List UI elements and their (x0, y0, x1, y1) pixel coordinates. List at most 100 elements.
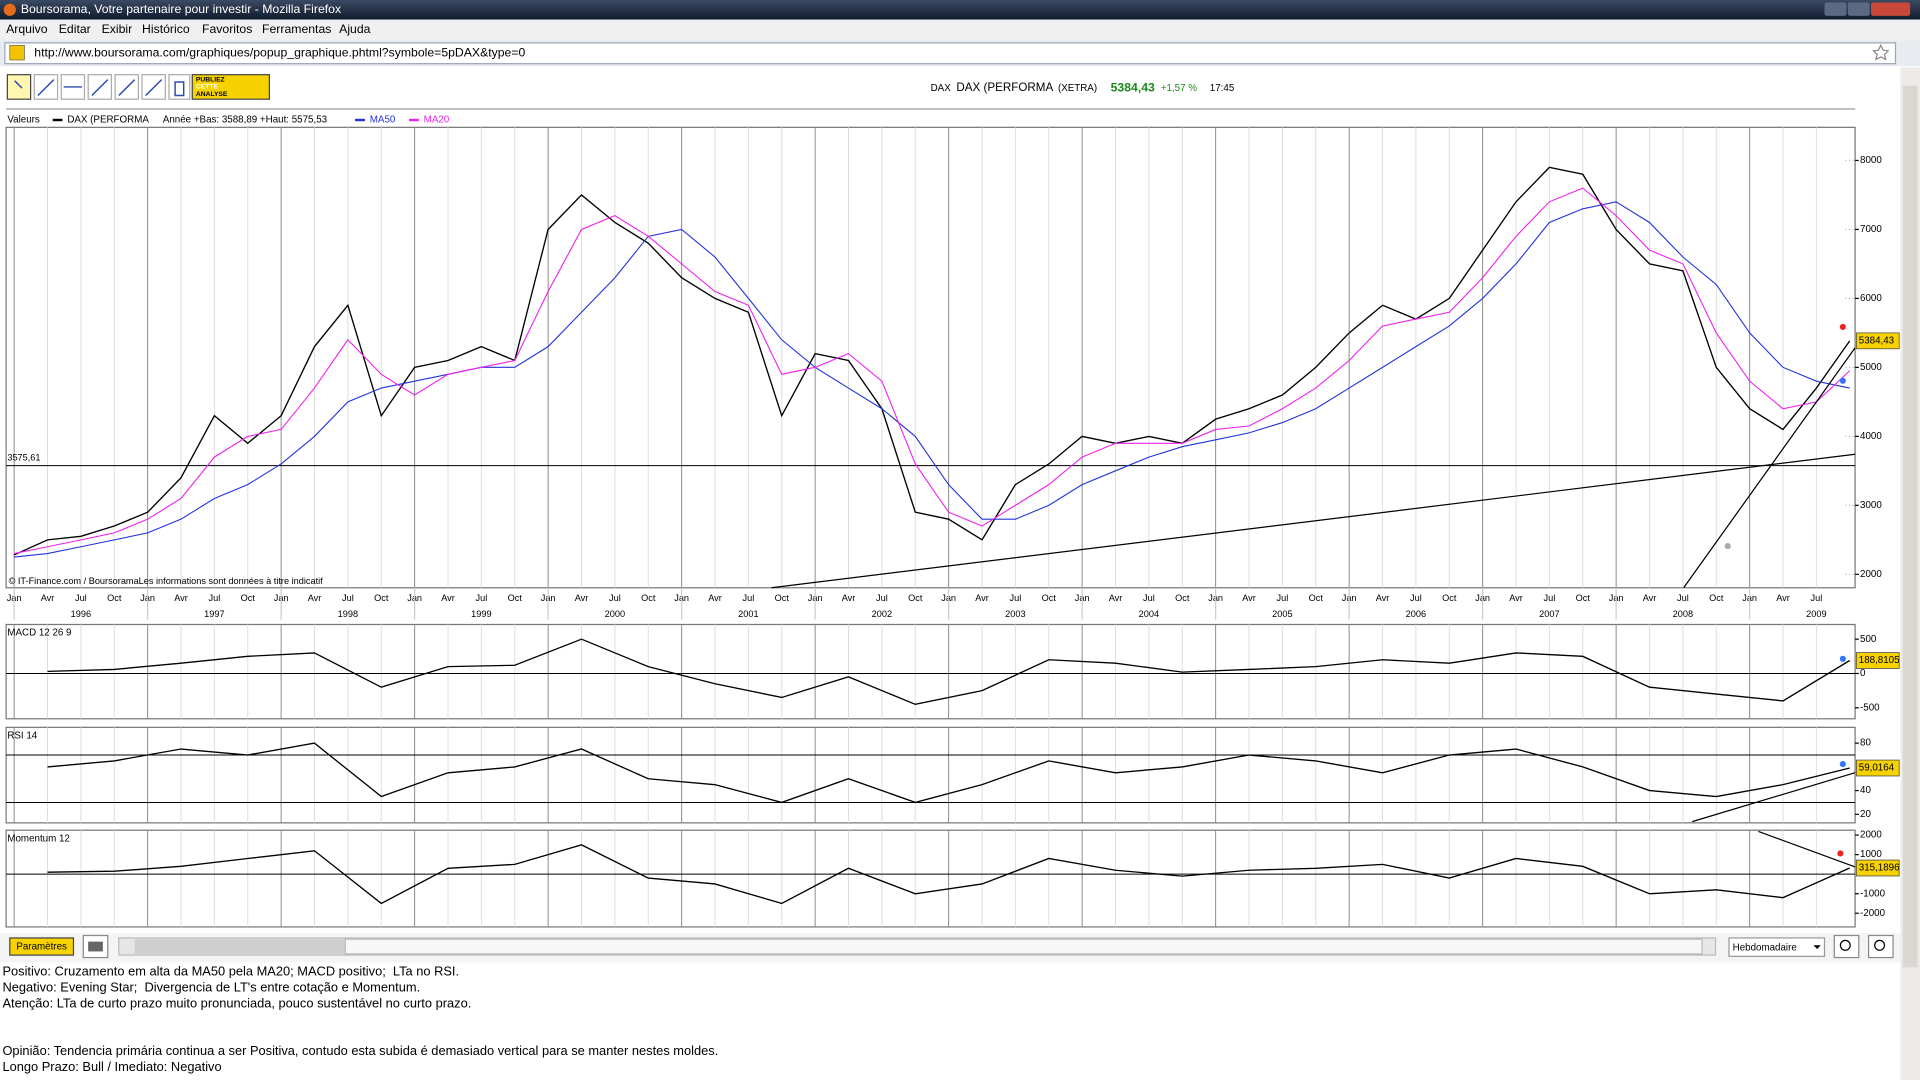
app-icon (3, 3, 16, 16)
period-text[interactable]: Hebdomadaire (1733, 942, 1797, 953)
note-line: Atenção: LTa de curto prazo muito pronun… (2, 995, 471, 1010)
quote-time: 17:45 (1210, 83, 1235, 94)
series-line (13, 166, 1851, 556)
tool-zoom[interactable] (6, 74, 32, 100)
y-tick-label: 80 (1860, 738, 1871, 749)
tool-delete[interactable] (168, 74, 191, 100)
support-label: 3575,61 (7, 453, 40, 463)
menu-item[interactable]: Editar (59, 22, 91, 36)
zoom-glyph (1839, 939, 1851, 951)
y-tick-label: -500 (1860, 702, 1880, 713)
menu-item[interactable]: Favoritos (202, 22, 252, 36)
x-tick-label: Oct (908, 593, 923, 603)
signal-dot (1839, 655, 1846, 662)
source-note: © IT-Finance.com / BoursoramaLes informa… (9, 576, 324, 586)
x-tick-label: Avr (1509, 593, 1523, 603)
zoom-out-button[interactable] (1833, 934, 1860, 959)
y-tick-label: 6000 (1860, 293, 1882, 304)
x-tick-label: Oct (775, 593, 790, 603)
url-text[interactable]: http://www.boursorama.com/graphiques/pop… (34, 45, 525, 59)
x-tick-label: Avr (1643, 593, 1657, 603)
minimize-button[interactable] (1824, 2, 1847, 16)
quote-name: DAX (PERFORMA (956, 81, 1053, 94)
series-line (14, 201, 1850, 558)
note-line: Negativo: Evening Star; Divergencia de L… (2, 980, 420, 995)
params-text[interactable]: Paramètres (16, 942, 67, 953)
x-tick-label: Jul (1277, 593, 1289, 603)
x-tick-label: Jul (1811, 593, 1823, 603)
maximize-button[interactable] (1847, 2, 1870, 16)
menu-item[interactable]: Ajuda (339, 22, 370, 36)
menu-item[interactable]: Ferramentas (262, 22, 331, 36)
menu-item[interactable]: Exibir (102, 22, 133, 36)
y-tick-label: -1000 (1860, 888, 1886, 899)
x-tick-label: Jul (1410, 593, 1422, 603)
params-button[interactable] (9, 937, 75, 956)
year-label: 2006 (1406, 609, 1426, 619)
x-tick-label: Jul (1677, 593, 1689, 603)
x-tick-label: Oct (641, 593, 656, 603)
trendline (1692, 772, 1856, 823)
zoom-in-button[interactable] (1867, 934, 1894, 959)
period-select[interactable] (1728, 937, 1826, 957)
last-value-label: 5384,43 (1859, 335, 1895, 346)
y-tick-label: 1000 (1860, 849, 1882, 860)
y-tick-label: 2000 (1860, 830, 1882, 841)
x-tick-label: Jul (342, 593, 354, 603)
publish-button[interactable] (191, 74, 270, 100)
legend-note: Année +Bas: 3588,89 +Haut: 5575,53 (163, 115, 328, 126)
close-button[interactable] (1871, 2, 1911, 16)
signal-dot (1839, 761, 1846, 768)
last-value-box (1855, 859, 1900, 877)
menu-bar (0, 19, 1920, 41)
url-field[interactable] (4, 42, 1897, 65)
year-label: 2007 (1539, 609, 1559, 619)
year-label: 2004 (1139, 609, 1159, 619)
publish-text[interactable]: CETTE (196, 84, 219, 91)
menu-item[interactable]: Arquivo (6, 22, 48, 36)
publish-text[interactable]: PUBLIEZ (196, 76, 225, 83)
charts: 20003000400050006000700080003575,615384,… (5, 115, 1900, 928)
analysis-notes: Positivo: Cruzamento em alta da MA50 pel… (2, 964, 718, 1075)
x-tick-label: Avr (41, 593, 55, 603)
window-title: Boursorama, Votre partenaire pour invest… (21, 2, 341, 16)
year-label: 2009 (1806, 609, 1826, 619)
menu-item[interactable]: Histórico (142, 22, 190, 36)
x-tick-label: Jul (209, 593, 221, 603)
legend-label: MA20 (424, 115, 450, 126)
series-line (47, 742, 1850, 804)
x-tick-label: Oct (374, 593, 389, 603)
x-tick-label: Oct (1442, 593, 1457, 603)
signal-dot (1724, 543, 1731, 550)
signal-dot (1839, 377, 1846, 384)
year-label: 2000 (605, 609, 625, 619)
panel-title: Momentum 12 (7, 833, 70, 844)
publish-text[interactable]: ANALYSE (196, 91, 228, 98)
y-tick-label: 8000 (1860, 155, 1882, 166)
y-tick-label: 5000 (1860, 362, 1882, 373)
series-line (47, 638, 1851, 706)
legend-label: DAX (PERFORMA (67, 115, 149, 126)
plot-frame (5, 623, 1856, 720)
y-tick-label: 7000 (1860, 224, 1882, 235)
x-tick-label: Avr (1109, 593, 1123, 603)
x-tick-label: Oct (508, 593, 523, 603)
series-line (47, 844, 1850, 905)
chart-scroll-window[interactable] (344, 938, 1703, 955)
x-tick-label: Avr (575, 593, 589, 603)
x-tick-label: Avr (441, 593, 455, 603)
x-tick-label: Jul (609, 593, 621, 603)
x-tick-label: Oct (1042, 593, 1057, 603)
chart-scroll-thumb[interactable] (134, 939, 346, 954)
x-tick-label: Avr (174, 593, 188, 603)
bookmark-star[interactable] (1872, 43, 1890, 61)
last-value-box (1855, 759, 1900, 777)
x-tick-label: Avr (842, 593, 856, 603)
x-tick-label: Avr (1242, 593, 1256, 603)
x-tick-label: Avr (708, 593, 722, 603)
year-label: 1998 (338, 609, 358, 619)
x-tick-label: Oct (1576, 593, 1591, 603)
page-scroll-thumb[interactable] (1902, 85, 1918, 968)
x-tick-label: Jul (1143, 593, 1155, 603)
